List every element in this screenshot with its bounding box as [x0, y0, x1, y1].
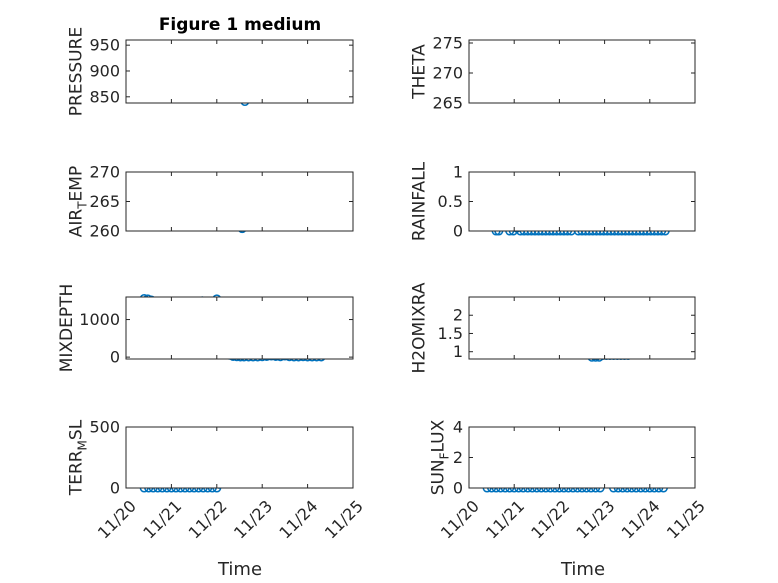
x-tick-label-sun-flux: 11/21: [482, 496, 528, 542]
x-tick-label-terr-msl: 11/22: [185, 496, 231, 542]
y-tick-label-sun-flux: 2: [453, 448, 463, 467]
y-tick-label-rainfall: 0: [453, 222, 463, 241]
subplot-terr-msl: 0 500 11/20 11/21 11/22 11/23 11/24 11/25 TERRMS…: [67, 418, 367, 543]
y-axis-label-air-temp: AIRTEMP: [67, 166, 90, 237]
axes-box-pressure: [125, 39, 354, 104]
y-axis-label-pressure: PRESSURE: [67, 27, 87, 116]
x-tick-label-sun-flux: 11/25: [663, 496, 709, 542]
x-tick-label-sun-flux: 11/23: [572, 496, 618, 542]
y-tick-label-pressure: 850: [89, 87, 120, 106]
x-tick-label-terr-msl: 11/25: [321, 496, 367, 542]
subplot-h2omixra: 11.52 H2OMIXRA: [410, 282, 696, 374]
y-axis-label-terr-msl: TERRMSL: [67, 419, 90, 496]
y-tick-label-theta: 270: [432, 64, 463, 83]
axes-box-sun-flux: [468, 426, 696, 489]
y-axis-label-theta: THETA: [410, 44, 430, 100]
y-tick-label-air-temp: 270: [89, 163, 120, 182]
y-axis-label-sun-flux: SUNFLUX: [429, 419, 452, 495]
y-tick-label-mixdepth: 0: [110, 348, 120, 367]
y-tick-label-rainfall: 0.5: [438, 192, 463, 211]
axes-box-h2omixra: [468, 296, 696, 360]
y-axis-label-h2omixra: H2OMIXRA: [410, 282, 430, 373]
y-tick-label-pressure: 900: [89, 61, 120, 80]
y-tick-label-sun-flux: 4: [453, 418, 463, 437]
figure-title: Figure 1 medium: [159, 15, 321, 35]
x-axis-title-right: Time: [560, 559, 605, 580]
y-tick-label-terr-msl: 500: [89, 418, 120, 437]
x-tick-label-terr-msl: 11/21: [139, 496, 185, 542]
x-axis-title-left: Time: [217, 559, 262, 580]
axes-box-mixdepth: [125, 296, 354, 360]
y-tick-label-terr-msl: 0: [110, 479, 120, 498]
x-axis-labels: Time Time: [217, 559, 605, 580]
y-tick-label-theta: 275: [432, 34, 463, 53]
y-axis-label-mixdepth: MIXDEPTH: [57, 284, 77, 373]
subplot-sun-flux: 0 2 4 11/20 11/21 11/22 11/23 11/24 11/25 SUNFLUX: [429, 418, 709, 543]
x-tick-label-sun-flux: 11/20: [437, 496, 483, 542]
y-tick-label-pressure: 950: [89, 36, 120, 55]
y-tick-label-theta: 265: [432, 94, 463, 113]
y-tick-label-sun-flux: 0: [453, 479, 463, 498]
y-tick-label-mixdepth: 1000: [79, 310, 120, 329]
axes-box-terr-msl: [125, 426, 354, 489]
y-tick-label-h2omixra: 2: [453, 306, 463, 325]
y-tick-label-h2omixra: 1.5: [438, 324, 463, 343]
axes-box-rainfall: [468, 171, 696, 232]
axes-box-theta: [468, 39, 696, 104]
x-tick-label-terr-msl: 11/24: [275, 496, 321, 542]
y-tick-label-rainfall: 1: [453, 163, 463, 182]
x-tick-label-sun-flux: 11/22: [527, 496, 573, 542]
y-tick-label-air-temp: 260: [89, 222, 120, 241]
x-tick-label-terr-msl: 11/20: [94, 496, 140, 542]
y-tick-label-h2omixra: 1: [453, 342, 463, 361]
x-tick-label-terr-msl: 11/23: [230, 496, 276, 542]
subplot-rainfall: 0 0.5 1 RAINFALL: [410, 161, 696, 241]
x-tick-label-sun-flux: 11/24: [618, 496, 664, 542]
axes-box-air-temp: [125, 171, 354, 232]
y-axis-label-rainfall: RAINFALL: [410, 161, 430, 241]
y-tick-label-air-temp: 265: [89, 192, 120, 211]
